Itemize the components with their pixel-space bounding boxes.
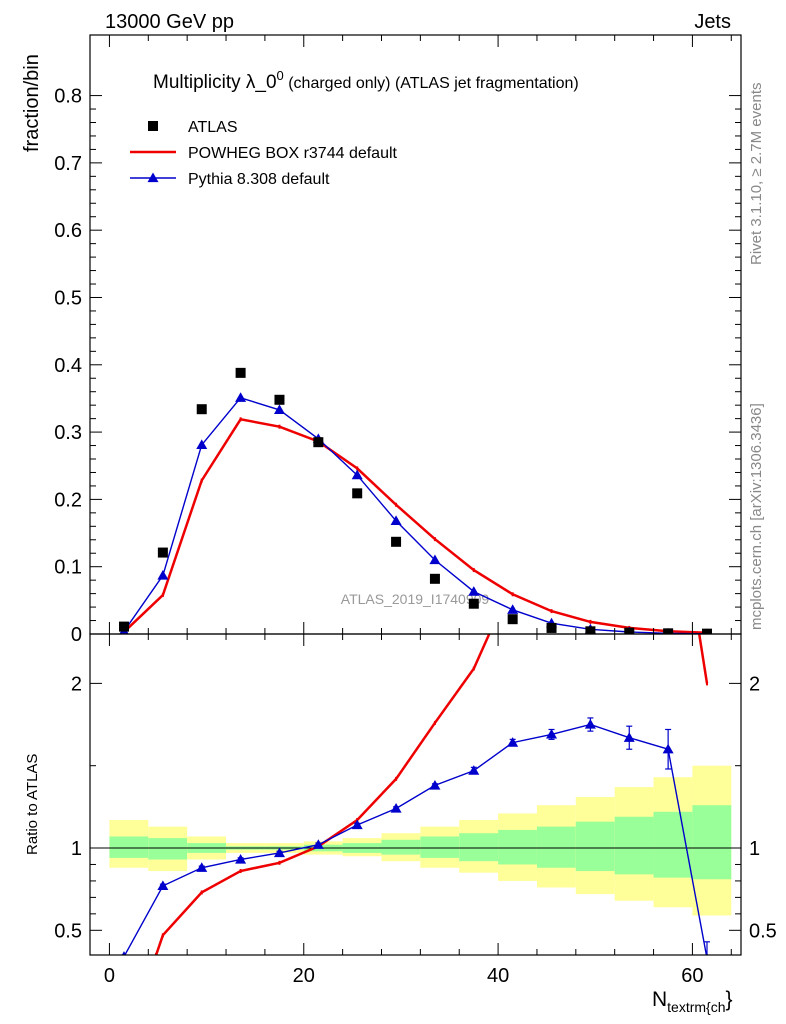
atlas-point-1 [157, 547, 168, 558]
main-ytick-label-4: 0.4 [54, 355, 82, 377]
pythia-point-1 [157, 569, 169, 580]
atlas-point-9 [468, 598, 479, 609]
powheg-ratio-line [154, 634, 709, 955]
main-ytick-label-2: 0.2 [54, 489, 82, 511]
x-axis-label: Ntextrm{ch} [652, 988, 733, 1015]
ratio-ytick-label-right-1: 1 [749, 838, 760, 860]
ratio-ytick-label-right-0: 0.5 [749, 920, 777, 942]
atlas-point-3 [235, 367, 246, 378]
main-ytick-label-3: 0.3 [54, 422, 82, 444]
ratio-series [121, 634, 710, 955]
atlas-point-2 [196, 404, 207, 415]
main-ylabel: fraction/bin [21, 54, 43, 152]
pythia-ratio-point-4 [273, 847, 285, 858]
pythia-ratio-point-14 [662, 743, 674, 754]
main-title: Multiplicity λ_00 (charged only) (ATLAS … [153, 68, 579, 93]
atlas-point-13 [624, 627, 635, 634]
main-ytick-label-1: 0.1 [54, 557, 82, 579]
pythia-point-8 [429, 554, 441, 565]
main-ytick-label-8: 0.8 [54, 86, 82, 108]
atlas-point-15 [701, 628, 712, 634]
band-inner-0 [109, 836, 149, 858]
ratio-ytick-label-left-0: 0.5 [54, 920, 82, 942]
pythia-ratio-point-2 [196, 862, 208, 872]
legend-label-0: ATLAS [188, 119, 238, 136]
pythia-point-4 [273, 404, 285, 415]
pythia-ratio-point-11 [546, 728, 558, 739]
main-ytick-label-7: 0.7 [54, 153, 82, 175]
pythia-ratio-point-7 [390, 802, 402, 813]
pythia-ratio-point-1 [157, 880, 169, 890]
powheg-line [123, 417, 708, 634]
process-label: Jets [694, 11, 731, 33]
band-inner-10 [498, 829, 537, 865]
atlas-point-14 [663, 628, 674, 634]
pythia-ratio-point-15 [705, 952, 709, 955]
band-inner-8 [420, 836, 460, 858]
main-series [119, 367, 712, 634]
band-inner-15 [692, 805, 732, 880]
pythia-point-9 [468, 586, 480, 596]
mcplots-label: mcplots.cern.ch [arXiv:1306.3436] [748, 403, 765, 630]
ratio-xtick-label-0: 0 [104, 965, 115, 987]
legend: ATLAS POWHEG BOX r3744 default Pythia 8.30… [130, 119, 398, 188]
ratio-ytick-label-left-2: 2 [71, 673, 82, 695]
pythia-point-2 [196, 439, 208, 450]
band-inner-1 [148, 838, 188, 860]
band-inner-14 [653, 811, 693, 878]
main-ytick-label-5: 0.5 [54, 287, 82, 309]
uncertainty-bands [109, 765, 732, 916]
legend-pythia-marker [147, 172, 159, 183]
pythia-ratio-point-6 [351, 819, 363, 830]
atlas-point-10 [507, 614, 518, 625]
pythia-ratio-point-12 [584, 719, 596, 729]
pythia-point-7 [390, 515, 402, 526]
ratio-ytick-label-left-1: 1 [71, 838, 82, 860]
ratio-ylabel: Ratio to ATLAS [24, 754, 41, 855]
ratio-xtick-label-1: 20 [293, 965, 315, 987]
band-inner-13 [614, 816, 654, 875]
atlas-point-12 [585, 626, 596, 634]
rivet-label: Rivet 3.1.10, ≥ 2.7M events [748, 83, 765, 266]
band-inner-12 [575, 821, 615, 872]
band-inner-11 [536, 826, 576, 868]
ratio-marks: 0 20 40 60 0.5 0.5 1 1 2 2 [54, 633, 777, 987]
pythia-ratio-point-3 [235, 854, 247, 864]
ratio-panel: 0 20 40 60 0.5 0.5 1 1 2 2 Ratio to ATLAS Ntextrm… [24, 633, 777, 1015]
atlas-point-4 [274, 394, 285, 405]
main-ytick-label-0: 0 [71, 624, 82, 646]
pythia-ratio-point-9 [468, 765, 480, 775]
atlas-point-6 [352, 488, 363, 499]
ratio-ytick-label-right-2: 2 [749, 673, 760, 695]
watermark: ATLAS_2019_I1740909 [341, 591, 490, 607]
pythia-ratio-point-0 [121, 951, 127, 955]
energy-label: 13000 GeV pp [105, 11, 234, 33]
pythia-ratio-point-13 [623, 732, 635, 742]
legend-atlas-marker [148, 121, 158, 131]
pythia-ratio-line [124, 723, 708, 955]
legend-label-2: Pythia 8.308 default [188, 171, 330, 188]
legend-label-1: POWHEG BOX r3744 default [188, 145, 398, 162]
ratio-xtick-label-2: 40 [487, 965, 509, 987]
main-panel: Multiplicity λ_00 (charged only) (ATLAS … [21, 34, 742, 646]
pythia-ratio-point-5 [312, 839, 324, 849]
atlas-point-5 [313, 437, 324, 448]
main-ytick-label-6: 0.6 [54, 220, 82, 242]
atlas-point-11 [546, 622, 557, 633]
band-inner-9 [459, 833, 499, 862]
pythia-point-3 [235, 392, 247, 402]
ratio-frame [89, 633, 742, 956]
atlas-point-0 [119, 621, 130, 632]
pythia-ratio-point-8 [429, 779, 441, 790]
atlas-point-8 [429, 573, 440, 584]
ratio-xtick-label-3: 60 [681, 965, 703, 987]
pythia-point-6 [351, 469, 363, 480]
pythia-point-10 [507, 604, 519, 614]
pythia-ratio-point-10 [507, 737, 519, 747]
atlas-point-7 [391, 536, 402, 547]
pythia-line [123, 396, 708, 634]
main-marks: 0 0.1 0.2 0.3 0.4 0.5 0.6 0.7 0.8 [54, 34, 742, 646]
band-inner-7 [381, 839, 421, 855]
